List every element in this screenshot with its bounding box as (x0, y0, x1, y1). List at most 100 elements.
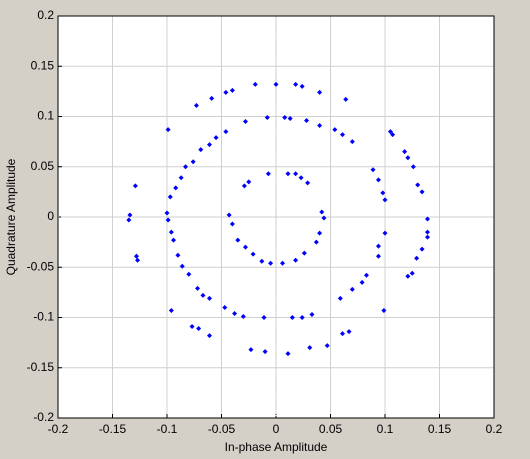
x-tick-label: -0.15 (99, 422, 127, 436)
point (209, 95, 215, 101)
x-tick-label: -0.2 (48, 422, 69, 436)
point (164, 210, 170, 216)
point (390, 132, 396, 138)
point (382, 197, 388, 203)
point (265, 171, 271, 177)
point (261, 315, 267, 320)
point (317, 230, 323, 236)
point (409, 270, 415, 276)
point (287, 116, 293, 122)
point (207, 295, 213, 301)
point (405, 155, 411, 161)
point (339, 132, 345, 138)
point (304, 118, 310, 124)
point (165, 127, 171, 133)
point (301, 250, 307, 256)
point (387, 129, 393, 135)
point (299, 315, 305, 320)
point (370, 167, 376, 173)
point (179, 263, 185, 269)
x-tick-label: 0.2 (486, 422, 503, 436)
point (196, 326, 202, 332)
point (293, 81, 299, 87)
point (419, 189, 425, 195)
point (317, 89, 323, 95)
point (248, 347, 254, 353)
point (337, 295, 343, 301)
point (127, 212, 133, 218)
point (229, 87, 235, 93)
point (363, 272, 369, 278)
x-tick-label: 0.05 (319, 422, 343, 436)
point (359, 279, 365, 285)
point (262, 349, 268, 355)
point (309, 311, 315, 317)
point (405, 273, 411, 279)
x-tick-label: -0.1 (157, 422, 178, 436)
y-tick-label: -0.15 (27, 360, 55, 374)
point (186, 271, 192, 277)
point (307, 345, 313, 351)
x-tick-label: 0.15 (428, 422, 452, 436)
point (133, 253, 139, 259)
point (375, 253, 381, 259)
point (175, 252, 181, 258)
y-tick-label: -0.1 (33, 310, 54, 324)
point (282, 115, 288, 121)
point (339, 331, 345, 337)
point (375, 177, 381, 183)
point (190, 159, 196, 165)
point (285, 171, 291, 177)
point (242, 119, 248, 125)
point (207, 142, 213, 148)
point (410, 164, 416, 170)
point (419, 246, 425, 252)
point (317, 123, 323, 129)
point (229, 221, 235, 227)
point (293, 171, 299, 177)
point (259, 258, 265, 264)
point (293, 257, 299, 263)
point (168, 229, 174, 235)
point (171, 237, 177, 243)
point (222, 304, 228, 310)
point (285, 351, 291, 357)
point (223, 129, 229, 135)
point (193, 102, 199, 108)
point (240, 313, 246, 319)
x-axis-label: In-phase Amplitude (225, 440, 328, 454)
y-tick-label: 0.1 (37, 109, 54, 123)
point (132, 183, 138, 189)
y-tick-label: 0.15 (31, 58, 55, 72)
point (324, 343, 330, 349)
point (381, 307, 387, 313)
point (375, 243, 381, 249)
point (313, 239, 319, 245)
y-tick-label: 0 (47, 209, 54, 223)
y-axis-label: Quadrature Amplitude (4, 158, 18, 275)
point (235, 237, 241, 243)
x-tick-label: 0.1 (377, 422, 394, 436)
y-tick-label: -0.05 (27, 259, 55, 273)
point (319, 209, 325, 215)
point (349, 286, 355, 292)
point (321, 215, 327, 221)
point (168, 307, 174, 313)
point (289, 315, 295, 320)
point (346, 329, 352, 335)
point (183, 164, 189, 170)
point (126, 217, 132, 223)
point (264, 115, 270, 121)
point (173, 185, 179, 191)
point (299, 83, 305, 89)
point (425, 234, 431, 240)
point (213, 135, 219, 141)
point (298, 175, 304, 181)
point (252, 81, 258, 87)
point (241, 183, 247, 189)
point (349, 139, 355, 145)
point (268, 260, 274, 266)
point (415, 182, 421, 188)
point (273, 81, 279, 87)
point (414, 255, 420, 261)
